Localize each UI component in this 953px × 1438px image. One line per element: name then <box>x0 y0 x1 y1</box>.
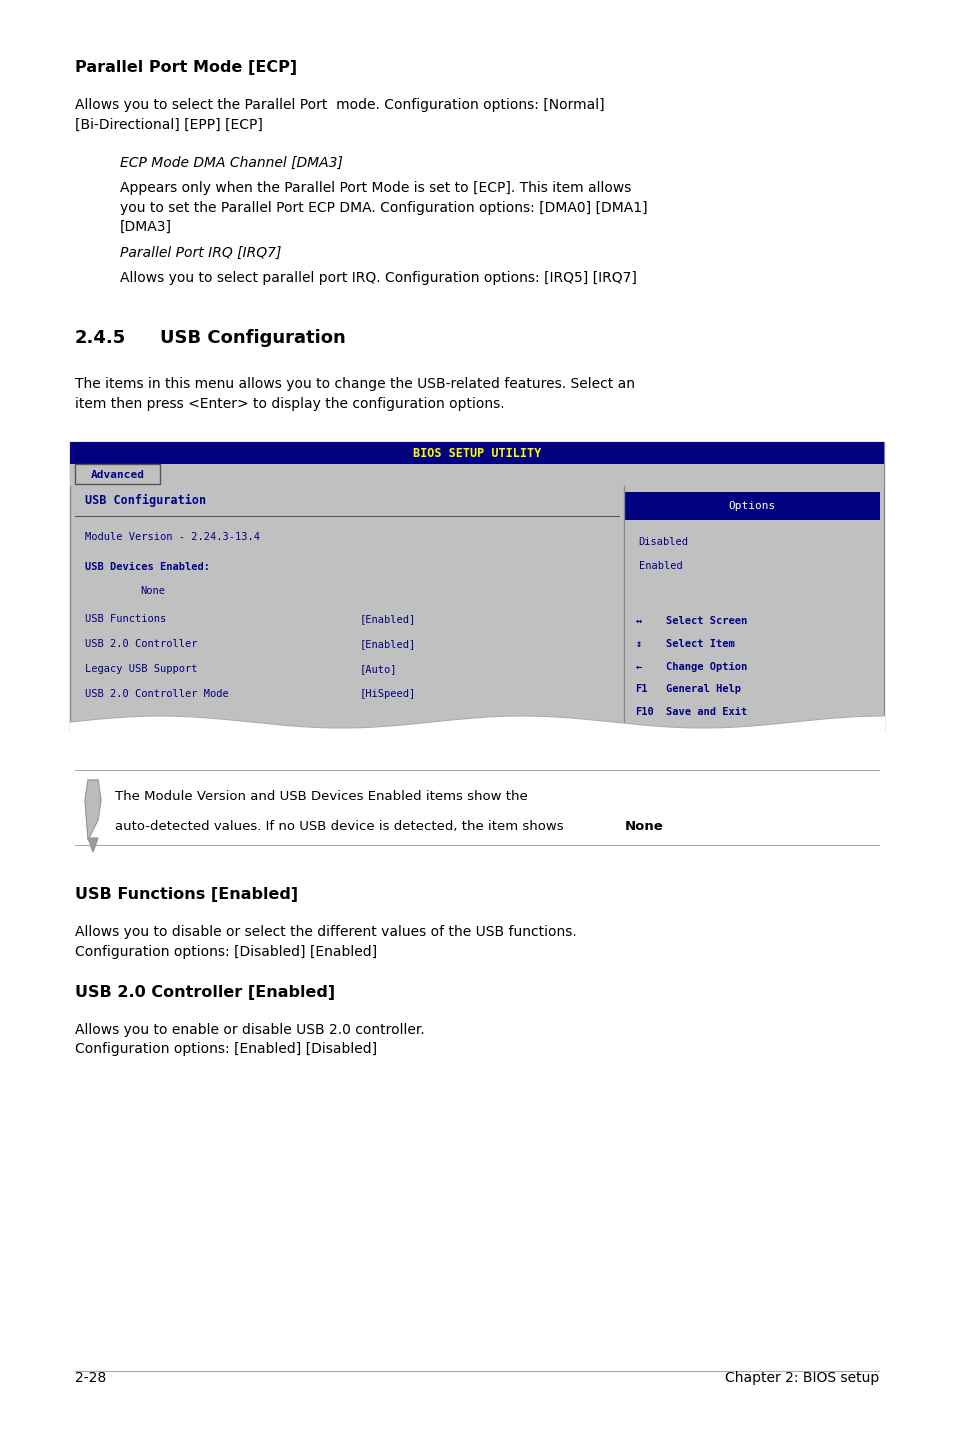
Bar <box>70 441 883 464</box>
Bar <box>624 492 879 521</box>
Text: USB Functions [Enabled]: USB Functions [Enabled] <box>75 887 297 902</box>
Text: Disabled: Disabled <box>638 536 688 546</box>
Text: [HiSpeed]: [HiSpeed] <box>359 689 416 699</box>
Bar <box>75 464 160 485</box>
Text: Allows you to disable or select the different values of the USB functions.
Confi: Allows you to disable or select the diff… <box>75 925 577 959</box>
Text: [Auto]: [Auto] <box>359 664 397 674</box>
Text: USB Configuration: USB Configuration <box>160 329 345 347</box>
Text: USB Functions: USB Functions <box>85 614 166 624</box>
Text: USB 2.0 Controller Mode: USB 2.0 Controller Mode <box>85 689 229 699</box>
Text: USB Devices Enabled:: USB Devices Enabled: <box>85 562 210 572</box>
Bar <box>70 464 883 486</box>
Text: Change Option: Change Option <box>665 661 746 672</box>
Text: Advanced: Advanced <box>91 470 144 480</box>
Text: 2-28: 2-28 <box>75 1370 106 1385</box>
Text: F10: F10 <box>635 707 654 718</box>
Text: The Module Version and USB Devices Enabled items show the: The Module Version and USB Devices Enabl… <box>115 789 527 802</box>
Text: ↔: ↔ <box>635 615 641 626</box>
Text: The items in this menu allows you to change the USB-related features. Select an
: The items in this menu allows you to cha… <box>75 377 635 410</box>
Text: [Enabled]: [Enabled] <box>359 614 416 624</box>
Text: General Help: General Help <box>665 684 740 695</box>
Text: Parallel Port IRQ [IRQ7]: Parallel Port IRQ [IRQ7] <box>120 246 281 260</box>
Text: ECP Mode DMA Channel [DMA3]: ECP Mode DMA Channel [DMA3] <box>120 155 342 170</box>
Text: BIOS SETUP UTILITY: BIOS SETUP UTILITY <box>413 447 540 460</box>
Text: ←: ← <box>635 661 641 672</box>
Polygon shape <box>88 838 98 851</box>
Text: Parallel Port Mode [ECP]: Parallel Port Mode [ECP] <box>75 60 296 75</box>
Text: ↕: ↕ <box>635 638 641 649</box>
Text: None: None <box>140 587 165 595</box>
Text: ESC: ESC <box>635 731 654 741</box>
Text: Enabled: Enabled <box>638 561 681 571</box>
Text: Exit: Exit <box>665 731 690 741</box>
Bar <box>70 441 883 732</box>
Text: Chapter 2: BIOS setup: Chapter 2: BIOS setup <box>724 1370 878 1385</box>
Text: F1: F1 <box>635 684 647 695</box>
Text: Save and Exit: Save and Exit <box>665 707 746 718</box>
Text: Allows you to enable or disable USB 2.0 controller.
Configuration options: [Enab: Allows you to enable or disable USB 2.0 … <box>75 1022 424 1057</box>
Text: None: None <box>624 820 663 833</box>
Text: .: . <box>657 820 660 833</box>
Text: [Enabled]: [Enabled] <box>359 638 416 649</box>
Text: Select Item: Select Item <box>665 638 734 649</box>
Text: USB 2.0 Controller: USB 2.0 Controller <box>85 638 197 649</box>
Text: USB Configuration: USB Configuration <box>85 495 206 508</box>
Polygon shape <box>85 779 101 840</box>
Text: Legacy USB Support: Legacy USB Support <box>85 664 197 674</box>
Text: Allows you to select parallel port IRQ. Configuration options: [IRQ5] [IRQ7]: Allows you to select parallel port IRQ. … <box>120 270 637 285</box>
Text: Module Version - 2.24.3-13.4: Module Version - 2.24.3-13.4 <box>85 532 260 542</box>
Text: Allows you to select the Parallel Port  mode. Configuration options: [Normal]
[B: Allows you to select the Parallel Port m… <box>75 98 604 131</box>
Text: Appears only when the Parallel Port Mode is set to [ECP]. This item allows
you t: Appears only when the Parallel Port Mode… <box>120 181 647 234</box>
Text: 2.4.5: 2.4.5 <box>75 329 126 347</box>
Text: Select Screen: Select Screen <box>665 615 746 626</box>
Text: USB 2.0 Controller [Enabled]: USB 2.0 Controller [Enabled] <box>75 985 335 999</box>
Text: auto-detected values. If no USB device is detected, the item shows: auto-detected values. If no USB device i… <box>115 820 567 833</box>
Text: Options: Options <box>728 500 775 510</box>
